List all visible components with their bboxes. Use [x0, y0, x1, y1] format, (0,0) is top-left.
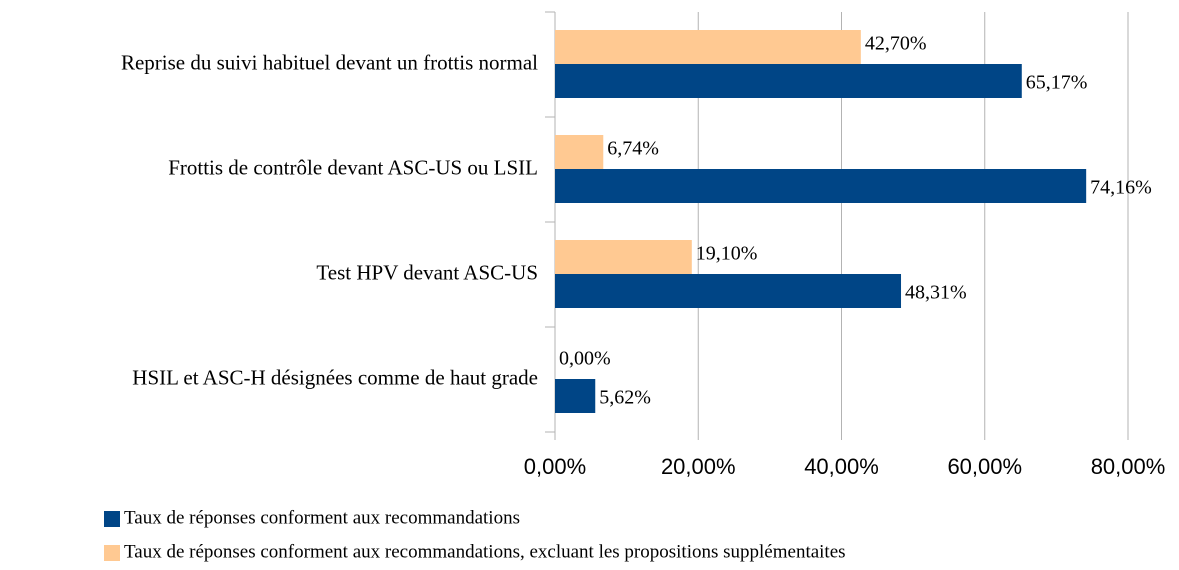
bar	[555, 240, 692, 274]
value-label: 0,00%	[559, 348, 611, 370]
bar	[555, 379, 596, 413]
legend-label: Taux de réponses conforment aux recomman…	[124, 541, 846, 562]
value-label: 6,74%	[607, 138, 659, 160]
bar	[555, 169, 1087, 203]
value-label: 19,10%	[696, 243, 758, 265]
x-tick-label: 20,00%	[661, 454, 736, 479]
legend-label: Taux de réponses conforment aux recomman…	[124, 507, 520, 528]
category-label: Frottis de contrôle devant ASC-US ou LSI…	[168, 155, 538, 179]
value-label: 65,17%	[1026, 72, 1088, 94]
x-tick-label: 40,00%	[804, 454, 879, 479]
bar	[555, 64, 1022, 98]
category-label: Reprise du suivi habituel devant un frot…	[121, 50, 538, 74]
value-label: 74,16%	[1090, 177, 1152, 199]
category-label: Test HPV devant ASC-US	[316, 260, 538, 284]
bar	[555, 135, 604, 169]
bar	[555, 30, 861, 64]
value-label: 5,62%	[599, 387, 651, 409]
value-label: 42,70%	[865, 33, 927, 55]
bar	[555, 274, 902, 308]
category-label: HSIL et ASC-H désignées comme de haut gr…	[132, 365, 538, 389]
x-tick-label: 80,00%	[1091, 454, 1166, 479]
value-label: 48,31%	[905, 282, 967, 304]
x-tick-label: 60,00%	[947, 454, 1022, 479]
legend-swatch	[104, 545, 120, 561]
x-tick-label: 0,00%	[524, 454, 586, 479]
legend-swatch	[104, 511, 120, 527]
